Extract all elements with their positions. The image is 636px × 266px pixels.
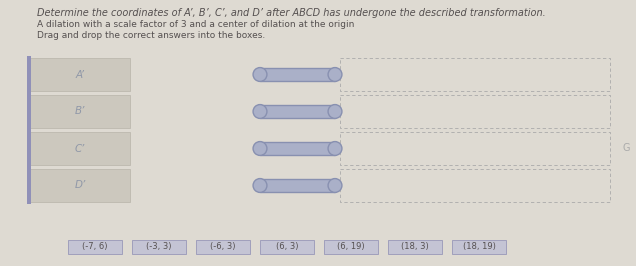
Bar [260,142,335,155]
Circle shape [253,105,267,118]
Bar [452,240,506,254]
Bar [68,240,122,254]
Bar [27,56,31,204]
Circle shape [253,68,267,81]
Bar [132,240,186,254]
Circle shape [328,178,342,192]
Circle shape [253,178,267,192]
Text: D’: D’ [74,181,86,190]
Circle shape [328,68,342,81]
Text: (18, 19): (18, 19) [462,243,495,251]
Bar [196,240,250,254]
Bar [340,58,610,91]
Text: (6, 19): (6, 19) [337,243,365,251]
Bar [340,132,610,165]
Circle shape [328,142,342,155]
Text: Determine the coordinates of A’, B’, C’, and D’ after ABCD has undergone the des: Determine the coordinates of A’, B’, C’,… [37,8,546,18]
Bar [30,132,130,165]
Circle shape [328,105,342,118]
Text: A’: A’ [76,69,85,80]
Bar [260,178,335,192]
Text: (-7, 6): (-7, 6) [82,243,107,251]
Text: B’: B’ [75,106,85,117]
Text: C’: C’ [75,143,85,153]
Bar [30,95,130,128]
Bar [30,169,130,202]
Circle shape [253,142,267,155]
Bar [260,240,314,254]
Bar [30,58,130,91]
Text: (18, 3): (18, 3) [401,243,429,251]
Bar [260,68,335,81]
Bar [388,240,442,254]
Bar [340,95,610,128]
Text: G: G [623,143,630,153]
Bar [324,240,378,254]
Text: Drag and drop the correct answers into the boxes.: Drag and drop the correct answers into t… [37,31,265,40]
Bar [340,169,610,202]
Text: A dilation with a scale factor of 3 and a center of dilation at the origin: A dilation with a scale factor of 3 and … [37,20,354,29]
Text: (-6, 3): (-6, 3) [211,243,236,251]
Text: (6, 3): (6, 3) [276,243,298,251]
Text: (-3, 3): (-3, 3) [146,243,172,251]
Bar [260,105,335,118]
